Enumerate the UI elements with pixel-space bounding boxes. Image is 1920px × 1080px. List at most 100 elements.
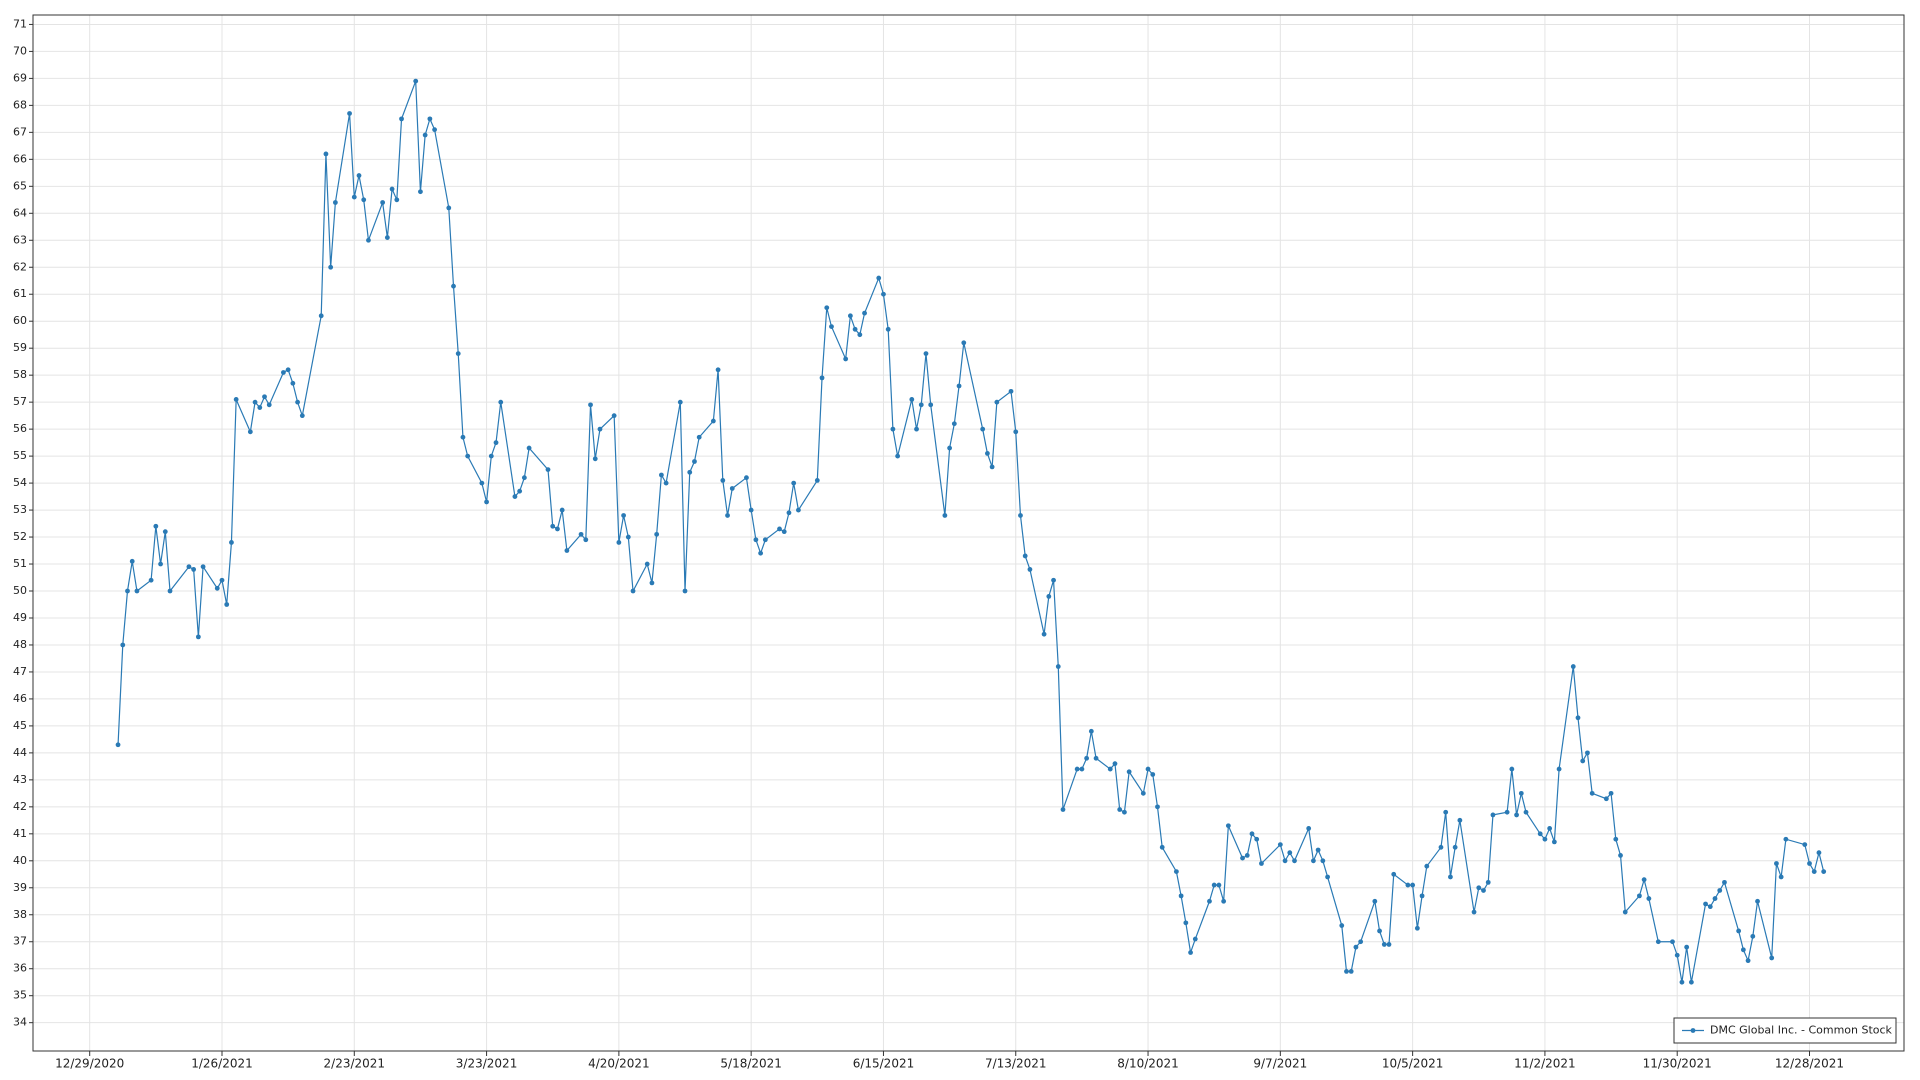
data-point	[1745, 958, 1751, 964]
data-point	[928, 402, 934, 408]
data-point	[1811, 869, 1817, 874]
data-point	[224, 602, 230, 607]
data-point	[748, 507, 754, 513]
data-point	[1603, 796, 1609, 802]
y-tick-label: 69	[13, 71, 27, 84]
data-point	[1575, 715, 1581, 721]
data-point	[1684, 944, 1690, 950]
legend: DMC Global Inc. - Common Stock	[1673, 1017, 1897, 1044]
data-point	[1386, 942, 1392, 947]
data-point	[366, 237, 371, 243]
data-point	[195, 634, 201, 640]
data-point	[1778, 874, 1784, 880]
data-point	[1504, 809, 1510, 815]
data-point	[446, 205, 452, 211]
x-tick-label: 11/2/2021	[1514, 1057, 1576, 1071]
data-point	[753, 537, 759, 543]
data-point	[158, 561, 163, 567]
data-point	[625, 534, 631, 540]
y-tick-label: 36	[13, 962, 27, 975]
x-tick-label: 10/5/2021	[1382, 1057, 1444, 1071]
data-point	[989, 464, 995, 470]
data-point	[115, 742, 121, 748]
data-point	[1750, 933, 1756, 939]
data-point	[200, 564, 206, 570]
data-point	[455, 351, 461, 356]
data-point	[1755, 898, 1760, 904]
data-point	[649, 580, 655, 586]
y-tick-label: 46	[13, 692, 27, 705]
data-point	[1320, 858, 1326, 864]
y-tick-label: 55	[13, 449, 27, 462]
y-tick-label: 66	[13, 152, 27, 165]
data-point	[1405, 882, 1411, 888]
data-point	[233, 397, 239, 402]
data-point	[1079, 766, 1085, 772]
data-point	[658, 472, 664, 478]
x-tick-label: 3/23/2021	[456, 1057, 518, 1071]
data-point	[328, 264, 334, 270]
data-point	[1372, 898, 1378, 904]
data-point	[682, 588, 688, 594]
data-point	[885, 326, 891, 332]
data-point	[1084, 755, 1090, 761]
data-point	[134, 588, 140, 594]
data-point	[1055, 664, 1061, 669]
x-tick-label: 8/10/2021	[1117, 1057, 1179, 1071]
data-point	[451, 283, 456, 289]
data-point	[1074, 766, 1080, 772]
data-point	[616, 540, 622, 545]
data-point	[1381, 942, 1387, 947]
data-point	[550, 523, 556, 529]
y-tick-label: 51	[13, 557, 27, 570]
data-point	[1476, 885, 1482, 891]
data-point	[1306, 826, 1312, 831]
data-point	[744, 475, 749, 481]
data-point	[394, 197, 400, 203]
data-point	[167, 588, 173, 594]
data-point	[1344, 969, 1349, 974]
data-point	[460, 434, 466, 440]
data-point	[1140, 790, 1146, 796]
data-point	[1183, 920, 1189, 926]
data-point	[994, 399, 1000, 405]
y-tick-label: 68	[13, 98, 27, 111]
data-point	[1688, 979, 1694, 985]
data-point	[564, 548, 570, 553]
y-tick-label: 34	[13, 1016, 27, 1029]
data-point	[1514, 812, 1519, 818]
data-point	[545, 467, 551, 472]
data-point	[1240, 855, 1245, 861]
data-point	[1178, 893, 1184, 899]
data-point	[262, 394, 267, 400]
data-point	[1542, 836, 1548, 842]
data-point	[592, 456, 598, 462]
data-point	[1774, 861, 1779, 866]
data-point	[654, 531, 660, 537]
data-point	[692, 459, 697, 464]
y-tick-label: 41	[13, 827, 27, 840]
data-point	[597, 426, 603, 432]
y-tick-label: 67	[13, 125, 27, 138]
y-tick-label: 49	[13, 611, 27, 624]
data-point	[1485, 879, 1491, 885]
data-point	[786, 510, 792, 516]
legend-label: DMC Global Inc. - Common Stock	[1710, 1024, 1893, 1037]
data-point	[186, 564, 192, 570]
data-point	[299, 413, 305, 419]
y-tick-label: 64	[13, 206, 27, 219]
data-point	[1769, 955, 1775, 961]
data-point	[1254, 836, 1260, 842]
data-point	[148, 577, 154, 583]
data-point	[857, 332, 863, 338]
data-point	[521, 475, 527, 481]
data-point	[484, 499, 489, 505]
data-point	[1570, 664, 1576, 669]
data-point	[923, 351, 929, 356]
data-point	[1509, 766, 1515, 772]
data-point	[1117, 807, 1123, 812]
data-point	[1722, 879, 1727, 885]
data-point	[819, 375, 825, 381]
data-point	[1018, 513, 1023, 518]
data-point	[1311, 858, 1316, 864]
